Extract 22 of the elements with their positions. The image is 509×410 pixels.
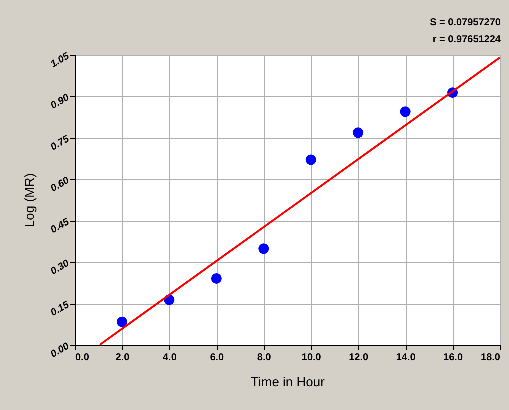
x-tick-label: 10.0 [302,352,322,364]
x-axis-title: Time in Hour [251,374,326,390]
text: S = 0.07957270 [430,18,502,29]
x-tick-label: 18.0 [481,352,501,364]
y-tick-label: 0.90 [49,92,72,112]
y-axis-title: Log (MR) [22,173,38,228]
y-tick-label: 0.45 [49,216,72,236]
y-tick-label: 1.05 [49,50,72,70]
y-tick-label: 0.75 [49,134,72,154]
x-tick-label: 14.0 [396,352,416,364]
x-tick-label: 12.0 [349,352,369,364]
text: r = 0.97651224 [432,34,502,46]
y-tick-label: 0.00 [49,340,72,360]
x-tick-label: 6.0 [210,352,225,364]
x-tick-label: 16.0 [444,352,464,364]
x-tick-label: 0.0 [76,352,90,364]
y-tick-label: 0.60 [49,175,72,195]
y-tick-label: 0.30 [49,258,72,278]
x-tick-label: 2.0 [116,352,130,364]
y-tick-label: 0.15 [49,300,72,319]
x-tick-label: 8.0 [257,352,272,364]
x-tick-label: 4.0 [162,352,178,364]
